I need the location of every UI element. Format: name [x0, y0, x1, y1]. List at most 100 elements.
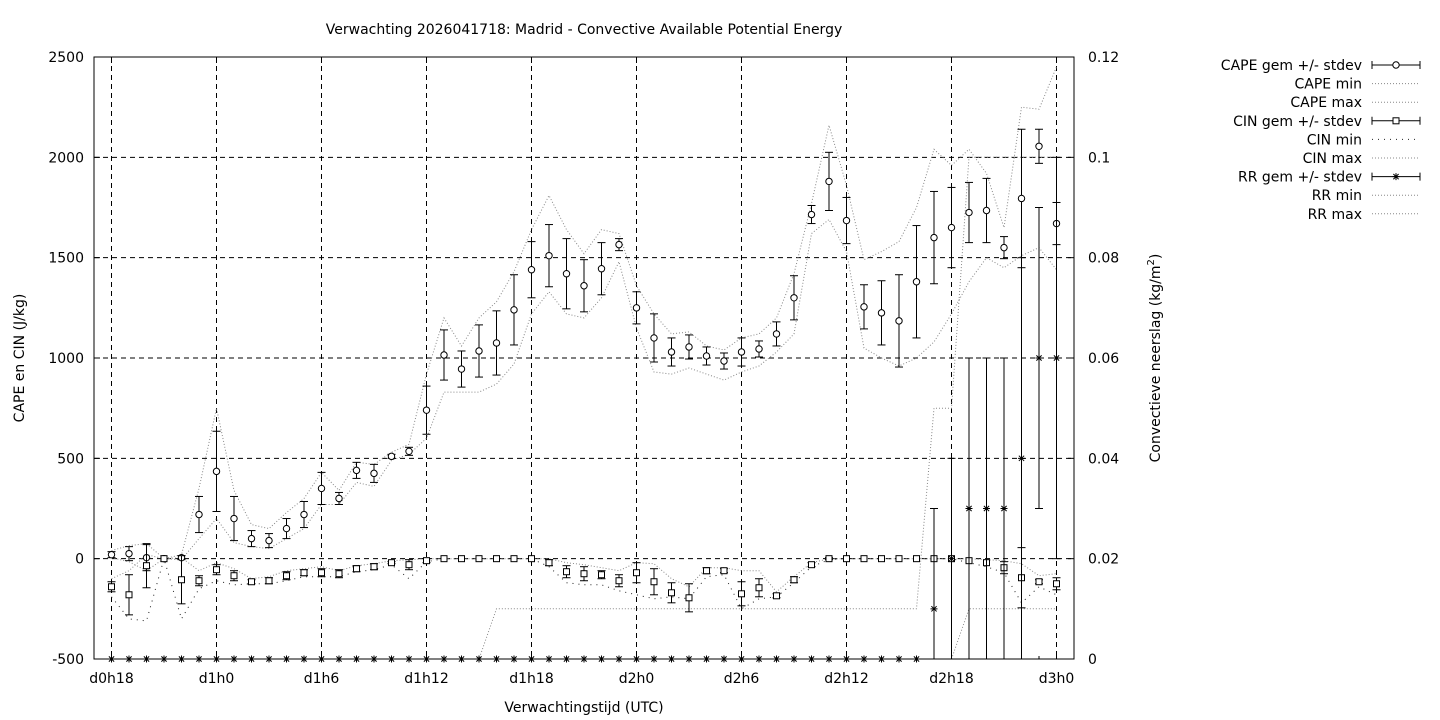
point-marker-square	[458, 555, 465, 563]
point-marker-circle	[1035, 142, 1043, 150]
point-marker-square	[738, 590, 745, 598]
point-marker-square	[1053, 580, 1060, 588]
point-marker-circle	[755, 345, 763, 353]
point-marker-circle	[860, 303, 868, 311]
point-marker-square	[685, 594, 693, 602]
legend-label: CAPE gem +/- stdev	[1221, 58, 1362, 74]
point-marker-circle	[772, 330, 781, 338]
point-marker-circle	[615, 240, 623, 249]
legend-label: RR gem +/- stdev	[1238, 170, 1362, 186]
point-marker-circle	[1392, 61, 1400, 69]
point-marker-circle	[825, 177, 833, 186]
point-marker-circle	[597, 265, 606, 273]
point-marker-square	[895, 555, 903, 563]
point-marker-square	[615, 577, 623, 585]
series-line-cape-min	[111, 218, 1057, 572]
legend-label: CAPE max	[1290, 95, 1362, 111]
y-tick-label: 0	[75, 552, 84, 568]
x-tick-label: d1h6	[304, 671, 340, 687]
y2-axis-label: Convectieve neerslag (kg/m2)	[1146, 254, 1164, 463]
point-marker-circle	[492, 339, 501, 347]
point-marker-square	[230, 572, 238, 580]
point-marker-asterisk	[1053, 354, 1060, 362]
x-tick-label: d2h6	[724, 671, 760, 687]
point-marker-circle	[422, 406, 431, 414]
point-marker-circle	[947, 223, 956, 232]
point-marker-square	[178, 576, 185, 584]
y-axis-label: CAPE en CIN (J/kg)	[12, 294, 28, 423]
point-marker-circle	[667, 348, 676, 356]
point-marker-circle	[265, 536, 273, 545]
point-marker-asterisk	[1018, 454, 1025, 462]
x-tick-label: d2h0	[619, 671, 655, 687]
y2-tick-label: 0	[1088, 652, 1097, 668]
point-marker-square	[755, 584, 763, 592]
point-marker-circle	[125, 549, 133, 558]
legend-label: CAPE min	[1295, 77, 1363, 93]
point-marker-square	[598, 571, 605, 579]
y2-tick-label: 0.12	[1088, 50, 1119, 66]
y2-tick-label: 0.04	[1088, 451, 1119, 467]
point-marker-square	[843, 555, 850, 563]
x-tick-label: d1h12	[404, 671, 448, 687]
point-marker-circle	[247, 534, 256, 543]
point-marker-square	[773, 592, 780, 600]
point-marker-circle	[1000, 243, 1008, 252]
point-marker-circle	[737, 348, 746, 356]
point-marker-square	[703, 567, 710, 575]
point-marker-circle	[1017, 194, 1026, 203]
point-marker-square	[195, 577, 203, 585]
point-marker-square	[475, 555, 483, 563]
x-axis-label: Verwachtingstijd (UTC)	[504, 700, 663, 716]
point-marker-square	[108, 583, 115, 591]
legend: CAPE gem +/- stdev CAPE min CAPE max CIN ge…	[1221, 58, 1421, 223]
point-marker-circle	[545, 251, 553, 260]
point-marker-square	[878, 555, 885, 563]
point-marker-circle	[335, 494, 343, 503]
point-marker-square	[388, 559, 395, 567]
y-tick-label: 1500	[48, 251, 84, 267]
point-marker-square	[510, 555, 518, 563]
legend-label: CIN min	[1307, 132, 1362, 148]
point-marker-asterisk	[983, 505, 990, 512]
point-marker-circle	[912, 278, 921, 286]
y-tick-label: 500	[57, 451, 84, 467]
point-marker-square	[440, 555, 448, 563]
y-tick-label: 2000	[48, 150, 84, 166]
point-marker-square	[125, 591, 133, 599]
point-marker-square	[143, 562, 150, 570]
point-marker-square	[913, 555, 920, 563]
point-marker-square	[545, 559, 553, 567]
point-marker-square	[528, 555, 535, 563]
point-marker-square	[370, 563, 378, 571]
point-marker-circle	[685, 343, 693, 351]
point-marker-square	[633, 569, 640, 577]
point-marker-circle	[440, 351, 448, 359]
point-marker-circle	[405, 447, 413, 456]
point-marker-square	[1392, 117, 1400, 125]
x-tick-label: d2h18	[929, 671, 973, 687]
point-marker-circle	[282, 524, 291, 533]
point-marker-circle	[632, 304, 641, 312]
legend-label: RR max	[1308, 207, 1362, 223]
point-marker-square	[563, 568, 570, 576]
point-marker-circle	[387, 452, 396, 461]
y-tick-label: -500	[52, 652, 84, 668]
point-marker-circle	[807, 210, 816, 219]
point-marker-circle	[527, 266, 536, 274]
point-marker-square	[318, 569, 325, 577]
y2-tick-label: 0.06	[1088, 351, 1119, 367]
series-line-cape-max	[111, 66, 1057, 560]
x-tick-label: d0h18	[89, 671, 133, 687]
x-tick-label: d2h12	[824, 671, 868, 687]
point-marker-square	[860, 555, 868, 563]
point-marker-circle	[702, 352, 711, 360]
point-marker-circle	[650, 334, 658, 342]
point-marker-circle	[300, 510, 308, 519]
series-line-rr-min	[111, 608, 1057, 660]
point-marker-circle	[790, 294, 798, 302]
point-marker-circle	[982, 206, 991, 215]
point-marker-square	[265, 577, 273, 585]
point-marker-square	[335, 570, 343, 578]
